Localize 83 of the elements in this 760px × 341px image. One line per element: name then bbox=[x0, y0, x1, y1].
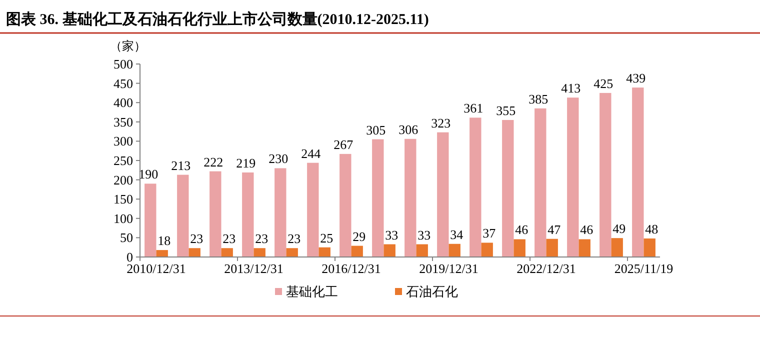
y-tick-label: 450 bbox=[114, 76, 133, 91]
bar bbox=[340, 154, 352, 257]
bar bbox=[210, 171, 222, 257]
data-label: 385 bbox=[528, 91, 548, 106]
data-label: 46 bbox=[580, 222, 594, 238]
y-tick-label: 100 bbox=[114, 210, 133, 226]
bar bbox=[144, 184, 156, 257]
data-label: 34 bbox=[450, 226, 464, 242]
bar bbox=[384, 244, 396, 257]
data-label: 323 bbox=[431, 115, 451, 130]
bar bbox=[448, 244, 460, 257]
data-label: 190 bbox=[138, 166, 158, 182]
bar bbox=[318, 247, 330, 257]
bar bbox=[534, 108, 546, 257]
y-tick-label: 200 bbox=[114, 172, 133, 188]
bar bbox=[502, 120, 514, 257]
bar bbox=[156, 250, 168, 257]
bar bbox=[372, 139, 384, 257]
bar bbox=[567, 98, 579, 257]
data-label: 23 bbox=[255, 231, 268, 246]
bar bbox=[254, 248, 266, 257]
data-label: 413 bbox=[561, 80, 581, 96]
data-label: 33 bbox=[418, 227, 431, 242]
data-label: 25 bbox=[320, 230, 334, 246]
y-tick-label: 250 bbox=[114, 153, 133, 168]
data-label: 37 bbox=[482, 226, 496, 241]
data-label: 361 bbox=[464, 100, 484, 116]
data-label: 18 bbox=[158, 233, 171, 248]
bar bbox=[307, 162, 319, 257]
legend-label: 基础化工 bbox=[286, 284, 338, 299]
legend-label: 石油石化 bbox=[406, 284, 458, 299]
y-tick-label: 400 bbox=[114, 95, 133, 110]
bar bbox=[481, 242, 493, 257]
data-label: 439 bbox=[626, 70, 646, 86]
data-label: 29 bbox=[352, 228, 366, 244]
y-tick-label: 50 bbox=[120, 230, 133, 246]
x-tick-label: 2019/12/31 bbox=[419, 261, 478, 276]
y-tick-label: 150 bbox=[114, 192, 133, 207]
bar bbox=[437, 132, 449, 257]
data-label: 46 bbox=[515, 222, 529, 238]
bar bbox=[274, 168, 286, 257]
data-label: 267 bbox=[334, 136, 354, 152]
y-tick-label: 500 bbox=[114, 56, 133, 72]
bar bbox=[177, 174, 189, 257]
data-label: 49 bbox=[612, 221, 626, 236]
bar bbox=[546, 238, 558, 257]
x-tick-label: 2022/12/31 bbox=[516, 261, 576, 276]
bar bbox=[611, 238, 623, 257]
bar bbox=[351, 246, 363, 257]
data-label: 230 bbox=[268, 151, 288, 166]
data-label: 219 bbox=[236, 155, 256, 170]
data-label: 23 bbox=[190, 231, 204, 246]
y-tick-label: 350 bbox=[114, 114, 133, 130]
chart-title: 图表 36. 基础化工及石油石化行业上市公司数量(2010.12-2025.11) bbox=[6, 10, 429, 28]
y-tick-label: 300 bbox=[114, 134, 133, 149]
bar bbox=[404, 138, 416, 257]
data-label: 244 bbox=[301, 146, 322, 161]
data-label: 48 bbox=[645, 221, 658, 236]
bar bbox=[221, 248, 233, 257]
bar bbox=[416, 244, 428, 257]
data-label: 33 bbox=[385, 227, 398, 242]
bar bbox=[514, 239, 526, 257]
bar bbox=[286, 248, 298, 257]
bar bbox=[470, 118, 482, 257]
bar bbox=[578, 239, 590, 257]
data-label: 47 bbox=[548, 222, 562, 237]
data-label: 23 bbox=[222, 231, 236, 246]
data-label: 355 bbox=[496, 102, 516, 118]
bar bbox=[644, 238, 656, 257]
bar bbox=[632, 88, 644, 257]
x-tick-label: 2013/12/31 bbox=[224, 261, 284, 276]
data-label: 222 bbox=[204, 154, 224, 170]
data-label: 306 bbox=[398, 122, 419, 137]
x-tick-label: 2016/12/31 bbox=[322, 261, 381, 276]
data-label: 213 bbox=[171, 158, 191, 173]
bar bbox=[600, 92, 612, 257]
x-tick-label: 2025/11/19 bbox=[614, 261, 674, 276]
bar bbox=[188, 248, 200, 257]
data-label: 305 bbox=[366, 122, 386, 138]
data-label: 425 bbox=[594, 76, 614, 91]
data-label: 23 bbox=[288, 231, 301, 246]
y-axis-title: （家） bbox=[110, 39, 146, 53]
bar bbox=[242, 172, 254, 257]
